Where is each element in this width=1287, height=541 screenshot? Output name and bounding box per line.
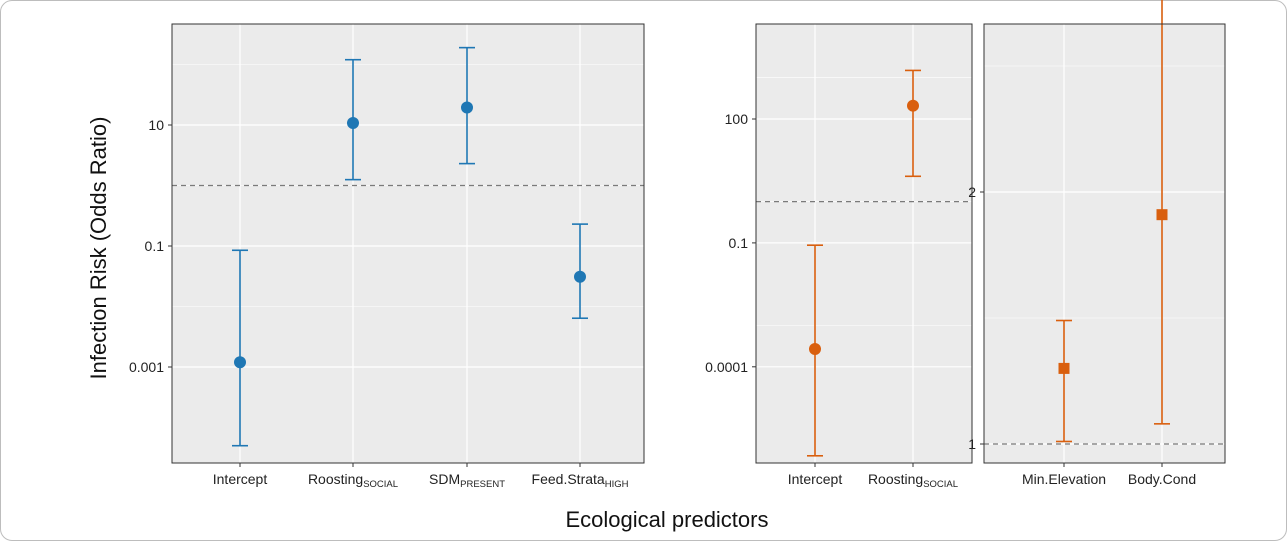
panel-1: 10 0.1 0.001 Intercept RoostingSOCIAL SDMPRES… — [129, 23, 645, 490]
point-estimate — [809, 342, 821, 355]
x-tick-label: Feed.StrataHIGH — [532, 471, 629, 490]
y-tick-label: 0.0001 — [705, 359, 748, 375]
x-tick-label: RoostingSOCIAL — [868, 471, 958, 490]
panel-2: 100 0.1 0.0001 Intercept RoostingSOCIAL — [705, 23, 973, 490]
x-tick-label: Intercept — [213, 471, 268, 487]
point-estimate — [574, 270, 586, 283]
x-tick-label: RoostingSOCIAL — [308, 471, 398, 490]
y-tick-label: 2 — [968, 184, 976, 200]
y-tick-label: 0.1 — [145, 238, 165, 254]
point-estimate — [1156, 209, 1168, 221]
panel-border — [983, 23, 1226, 464]
panel-background — [984, 24, 1225, 463]
panel-border — [171, 23, 645, 464]
panel-background — [756, 24, 972, 463]
y-tick-label: 0.1 — [729, 235, 749, 251]
y-tick-label: 10 — [148, 117, 164, 133]
y-tick-label: 1 — [968, 436, 976, 452]
x-axis-label: Ecological predictors — [566, 507, 769, 532]
point-estimate — [1058, 362, 1070, 374]
x-tick-label: SDMPRESENT — [429, 471, 505, 490]
panel-border — [755, 23, 973, 464]
x-tick-label: Min.Elevation — [1022, 471, 1106, 487]
panel-background — [172, 24, 644, 463]
point-estimate — [461, 101, 473, 114]
x-tick-label: Intercept — [788, 471, 843, 487]
point-estimate — [234, 356, 246, 369]
y-tick-label: 0.001 — [129, 359, 164, 375]
x-tick-label: Body.Cond — [1128, 471, 1196, 487]
y-axis-label: Infection Risk (Odds Ratio) — [86, 117, 111, 380]
y-tick-label: 100 — [725, 111, 749, 127]
point-estimate — [347, 116, 359, 129]
point-estimate — [907, 99, 919, 112]
